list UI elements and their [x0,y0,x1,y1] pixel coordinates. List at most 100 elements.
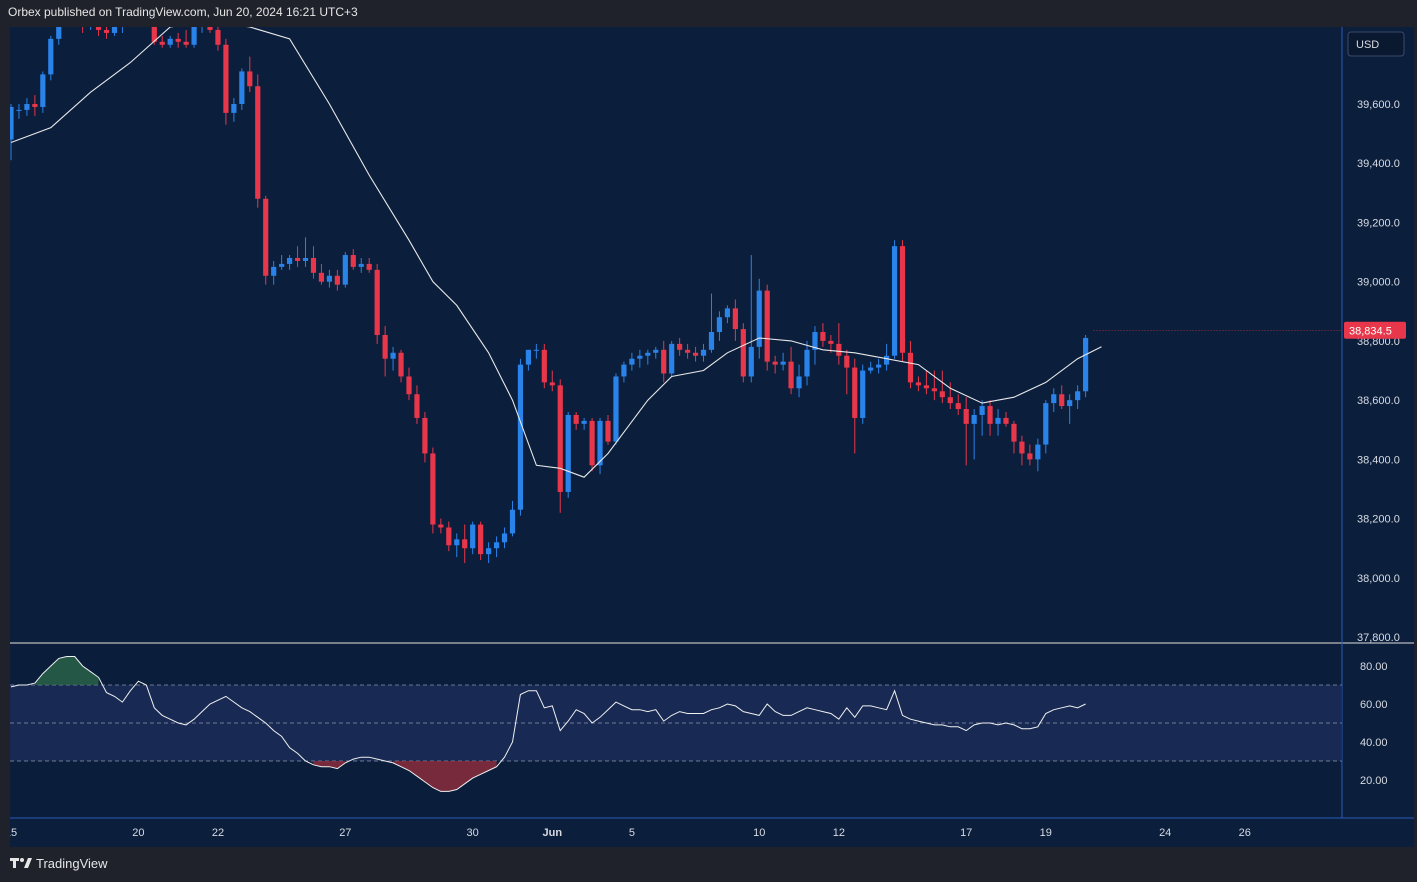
candle-body[interactable] [493,542,500,549]
candle-body[interactable] [533,349,539,351]
candle-body[interactable] [581,420,587,424]
candle-body[interactable] [541,349,547,383]
candle-body[interactable] [716,317,723,333]
candle-body[interactable] [788,361,794,389]
candle-body[interactable] [366,263,372,270]
candle-body[interactable] [653,349,659,353]
candle-body[interactable] [685,349,691,353]
candle-body[interactable] [1003,417,1009,424]
candle-body[interactable] [438,524,444,528]
candle-body[interactable] [223,44,229,113]
candle-body[interactable] [780,361,786,365]
candle-body[interactable] [955,403,961,410]
candle-body[interactable] [159,41,165,45]
candle-body[interactable] [398,352,404,377]
candle-body[interactable] [16,109,22,111]
candle-body[interactable] [884,355,890,365]
candle-body[interactable] [549,382,555,386]
candle-body[interactable] [645,352,651,356]
candle-body[interactable] [191,27,197,45]
candle-body[interactable] [1035,444,1041,460]
candle-body[interactable] [772,361,778,365]
candle-body[interactable] [661,349,667,374]
chart-svg[interactable]: 39,600.0 39,400.0 39,200.0 39,000.0 38,800.0… [5,27,1414,847]
candle-body[interactable] [724,308,730,318]
candle-body[interactable] [95,27,102,30]
candle-body[interactable] [1019,441,1025,454]
candle-body[interactable] [891,246,898,356]
candle-body[interactable] [462,539,468,549]
candle-body[interactable] [971,414,977,424]
candle-body[interactable] [103,29,110,33]
candle-body[interactable] [478,524,484,555]
candle-body[interactable] [1059,394,1065,407]
candle-body[interactable] [915,382,922,386]
candle-body[interactable] [931,388,937,392]
candle-body[interactable] [669,343,675,374]
candle-body[interactable] [708,332,715,350]
candle-body[interactable] [525,349,531,365]
candle-body[interactable] [820,332,826,341]
candle-body[interactable] [501,533,508,543]
candle-body[interactable] [271,266,277,276]
candle-body[interactable] [406,376,412,395]
candle-body[interactable] [836,343,842,356]
candle-body[interactable] [573,414,579,424]
candle-body[interactable] [287,258,293,264]
candle-body[interactable] [358,263,364,267]
candle-body[interactable] [677,343,683,350]
candle-body[interactable] [613,376,619,442]
candle-body[interactable] [939,391,945,398]
candle-body[interactable] [390,352,396,359]
candle-body[interactable] [557,385,563,492]
candle-body[interactable] [167,38,173,45]
candle-body[interactable] [1051,394,1057,404]
candle-body[interactable] [852,367,858,418]
candle-body[interactable] [350,255,356,267]
candle-body[interactable] [294,258,301,261]
candle-body[interactable] [334,275,340,285]
candle-body[interactable] [1027,453,1033,460]
candle-body[interactable] [56,27,62,39]
candle-body[interactable] [279,263,285,267]
candle-body[interactable] [207,27,213,30]
candle-body[interactable] [597,420,603,466]
candle-body[interactable] [215,29,221,45]
candle-body[interactable] [828,340,834,344]
candle-body[interactable] [151,27,157,42]
candle-body[interactable] [868,367,874,371]
candle-body[interactable] [605,420,611,442]
candle-body[interactable] [247,71,253,87]
candle-body[interactable] [517,364,524,510]
candle-body[interactable] [637,355,643,359]
candle-body[interactable] [979,406,985,415]
chart-frame[interactable]: 39,600.0 39,400.0 39,200.0 39,000.0 38,800.0… [5,27,1414,847]
candle-body[interactable] [1067,400,1073,407]
candle-body[interactable] [1043,403,1049,445]
candle-body[interactable] [764,290,770,362]
candle-body[interactable] [844,355,850,368]
candle-body[interactable] [342,255,348,285]
candle-body[interactable] [470,524,476,549]
candle-body[interactable] [446,527,452,546]
candle-body[interactable] [732,308,738,330]
candle-body[interactable] [255,86,261,199]
candle-body[interactable] [430,453,436,525]
candle-body[interactable] [748,346,754,377]
candle-body[interactable] [32,104,38,107]
candle-body[interactable] [486,548,492,555]
candle-body[interactable] [700,349,707,356]
candle-body[interactable] [812,332,818,350]
candle-body[interactable] [263,198,269,276]
candle-body[interactable] [48,38,54,75]
candle-body[interactable] [414,394,420,418]
candle-body[interactable] [382,335,388,359]
candle-body[interactable] [318,272,325,282]
candle-body[interactable] [692,352,699,356]
candle-body[interactable] [804,349,810,377]
candle-body[interactable] [111,27,118,33]
candle-body[interactable] [24,104,30,110]
candle-body[interactable] [796,376,802,389]
candle-body[interactable] [326,275,332,282]
candle-body[interactable] [175,38,181,42]
